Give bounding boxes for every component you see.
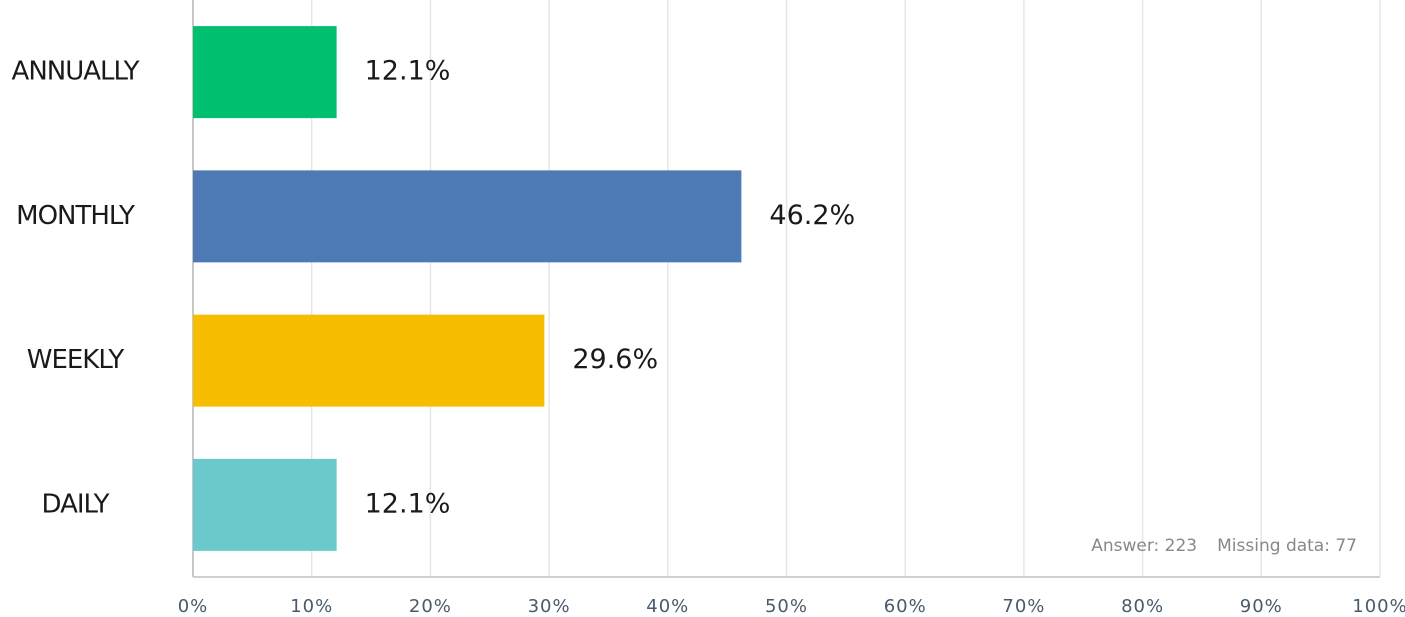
value-label: 46.2% [769,200,855,231]
value-label: 12.1% [365,488,451,519]
category-label: DAILY [42,489,110,519]
bar [193,26,337,119]
annotation: Missing data: 77 [1217,536,1357,556]
x-tick-label: 90% [1240,596,1283,617]
x-tick-label: 20% [409,596,452,617]
value-label: 29.6% [572,344,658,375]
x-tick-label: 30% [528,596,571,617]
annotation: Answer: 223 [1091,536,1197,556]
x-tick-label: 40% [646,596,689,617]
x-tick-label: 80% [1121,596,1164,617]
x-tick-label: 60% [884,596,927,617]
category-label: ANNUALLY [12,57,140,87]
category-label: WEEKLY [27,345,125,375]
bar [193,170,742,263]
x-tick-label: 10% [290,596,333,617]
bar [193,314,545,407]
x-tick-label: 0% [178,596,209,617]
x-tick-label: 50% [765,596,808,617]
x-tick-label: 70% [1002,596,1045,617]
value-label: 12.1% [365,56,451,87]
bar [193,458,337,551]
x-tick-label: 100% [1352,596,1405,617]
category-label: MONTHLY [16,201,135,231]
